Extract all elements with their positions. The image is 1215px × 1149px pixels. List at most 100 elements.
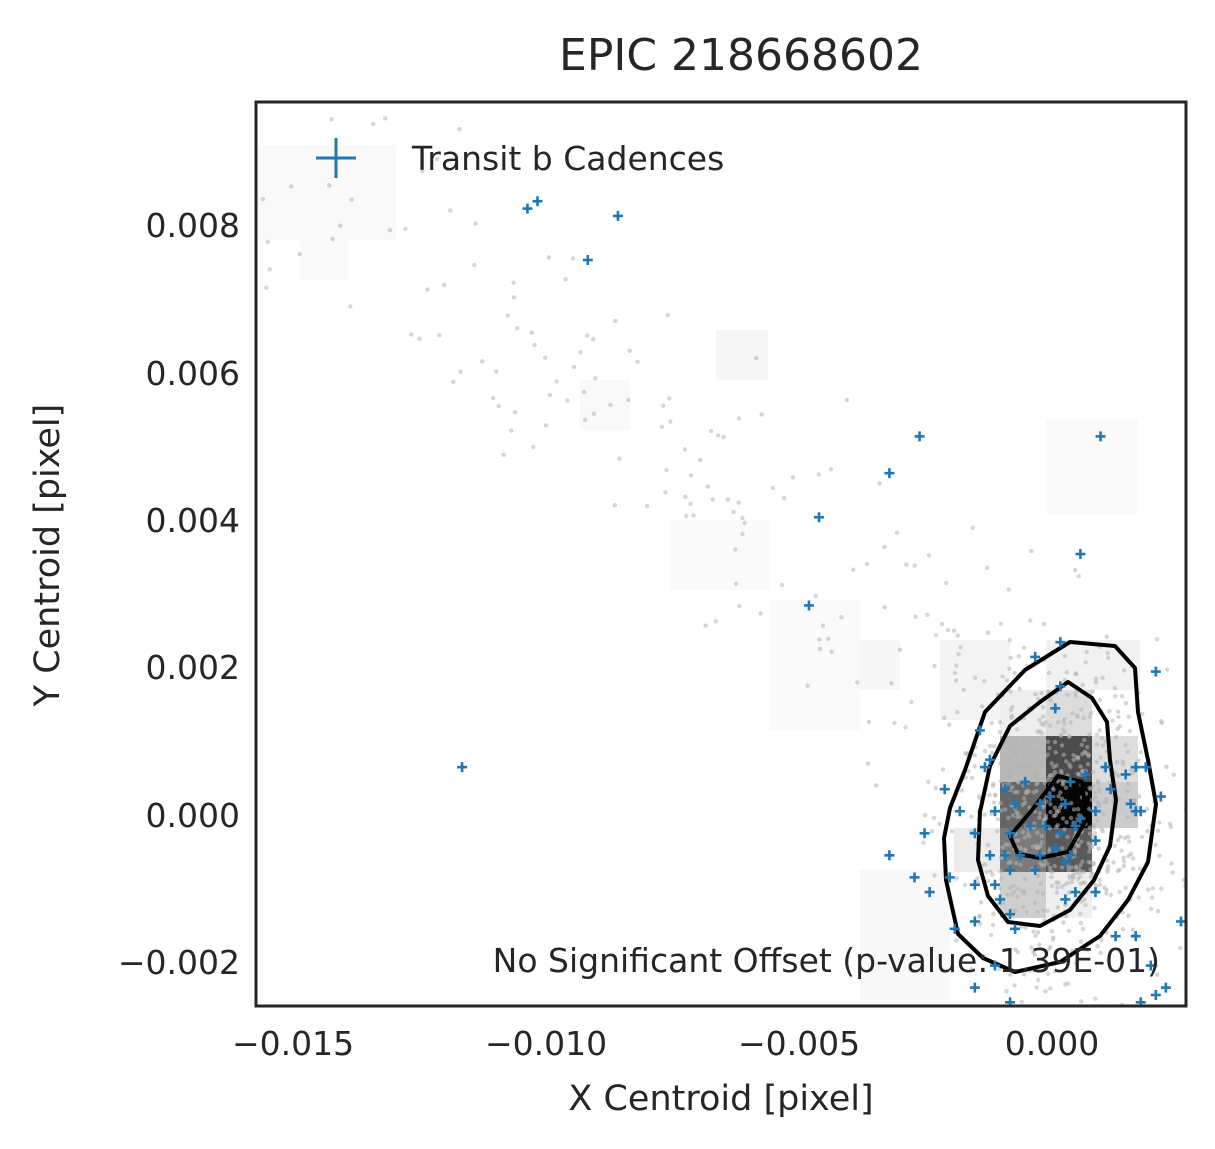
transit-point (522, 203, 533, 214)
out-of-transit-point (1078, 911, 1083, 916)
transit-point (1020, 776, 1031, 787)
out-of-transit-point (1074, 755, 1079, 760)
out-of-transit-point (645, 503, 650, 509)
out-of-transit-point (260, 196, 266, 202)
transit-point (1000, 784, 1011, 795)
out-of-transit-point (1062, 653, 1068, 659)
out-of-transit-point (992, 793, 998, 798)
out-of-transit-point (933, 632, 939, 638)
out-of-transit-point (997, 885, 1002, 891)
out-of-transit-point (571, 364, 577, 370)
out-of-transit-point (1035, 776, 1041, 781)
transit-point (1125, 798, 1136, 809)
transit-point (1080, 769, 1091, 780)
transit-point (1105, 784, 1116, 795)
out-of-transit-point (978, 900, 984, 905)
out-of-transit-point (1073, 693, 1078, 698)
transit-point (1070, 887, 1081, 898)
out-of-transit-point (1091, 862, 1096, 867)
out-of-transit-point (1016, 654, 1022, 659)
out-of-transit-point (987, 792, 992, 798)
transit-point (1000, 850, 1011, 861)
out-of-transit-point (828, 467, 834, 472)
out-of-transit-point (865, 761, 871, 766)
out-of-transit-point (984, 565, 990, 570)
out-of-transit-point (959, 788, 965, 793)
out-of-transit-point (684, 513, 689, 519)
out-of-transit-point (1127, 839, 1132, 844)
out-of-transit-point (1132, 798, 1137, 803)
transit-point (457, 762, 468, 773)
out-of-transit-point (1012, 670, 1017, 676)
out-of-transit-point (1126, 913, 1131, 918)
out-of-transit-point (1062, 721, 1067, 727)
out-of-transit-point (1120, 759, 1126, 764)
out-of-transit-point (1068, 720, 1073, 725)
out-of-transit-point (1089, 711, 1094, 716)
out-of-transit-point (1088, 867, 1093, 872)
out-of-transit-point (1086, 762, 1091, 767)
out-of-transit-point (733, 547, 738, 552)
out-of-transit-point (1007, 638, 1012, 643)
out-of-transit-point (667, 396, 672, 401)
transit-point (1075, 813, 1086, 824)
out-of-transit-point (1022, 800, 1028, 805)
out-of-transit-point (1021, 753, 1026, 758)
out-of-transit-point (1049, 883, 1055, 888)
out-of-transit-point (1130, 856, 1136, 861)
transit-b-cadence-points (457, 196, 1186, 1006)
out-of-transit-point (998, 621, 1004, 626)
out-of-transit-point (1033, 933, 1038, 939)
out-of-transit-point (1115, 868, 1121, 874)
transit-point (1120, 769, 1131, 780)
out-of-transit-point (1055, 905, 1061, 910)
out-of-transit-point (448, 208, 453, 213)
out-of-transit-point (1033, 692, 1038, 697)
x-tick-label: −0.010 (485, 1024, 607, 1063)
out-of-transit-point (851, 567, 856, 572)
out-of-transit-point (1036, 977, 1041, 983)
out-of-transit-point (1059, 770, 1064, 776)
out-of-transit-point (1062, 729, 1067, 734)
out-of-transit-point (1049, 874, 1054, 880)
out-of-transit-point (1008, 972, 1013, 977)
out-of-transit-point (546, 255, 552, 260)
out-of-transit-point (1045, 908, 1050, 913)
out-of-transit-point (1014, 739, 1019, 744)
density-histogram (256, 145, 1140, 1000)
transit-point (1010, 798, 1021, 809)
out-of-transit-point (425, 287, 430, 292)
outer-contour (942, 640, 1158, 974)
out-of-transit-point (1035, 890, 1040, 895)
out-of-transit-point (1037, 751, 1042, 756)
transit-point (944, 872, 955, 883)
out-of-transit-point (1052, 739, 1058, 745)
out-of-transit-point (1066, 928, 1072, 934)
out-of-transit-point (1055, 833, 1060, 839)
y-tick-label: 0.008 (146, 206, 240, 245)
out-of-transit-point (1052, 770, 1058, 775)
out-of-transit-point (547, 392, 553, 398)
out-of-transit-point (1123, 885, 1128, 891)
out-of-transit-point (1116, 709, 1121, 714)
out-of-transit-point (1080, 859, 1085, 864)
out-of-transit-point (1003, 842, 1008, 847)
out-of-transit-point (966, 769, 971, 774)
out-of-transit-point (1016, 780, 1021, 785)
out-of-transit-point (982, 748, 988, 754)
out-of-transit-point (1080, 926, 1086, 932)
out-of-transit-point (1004, 678, 1010, 683)
out-of-transit-point (1112, 685, 1118, 691)
out-of-transit-point (659, 424, 664, 430)
out-of-transit-point (1153, 842, 1158, 848)
transit-point (582, 255, 593, 266)
out-of-transit-point (1145, 887, 1151, 892)
out-of-transit-point (1056, 808, 1062, 814)
out-of-transit-point (932, 873, 937, 878)
transit-point (924, 887, 935, 898)
out-of-transit-point (1084, 751, 1089, 756)
out-of-transit-point (1098, 950, 1103, 955)
transit-point (1065, 850, 1076, 861)
out-of-transit-point (1073, 690, 1078, 695)
out-of-transit-point (864, 561, 870, 567)
